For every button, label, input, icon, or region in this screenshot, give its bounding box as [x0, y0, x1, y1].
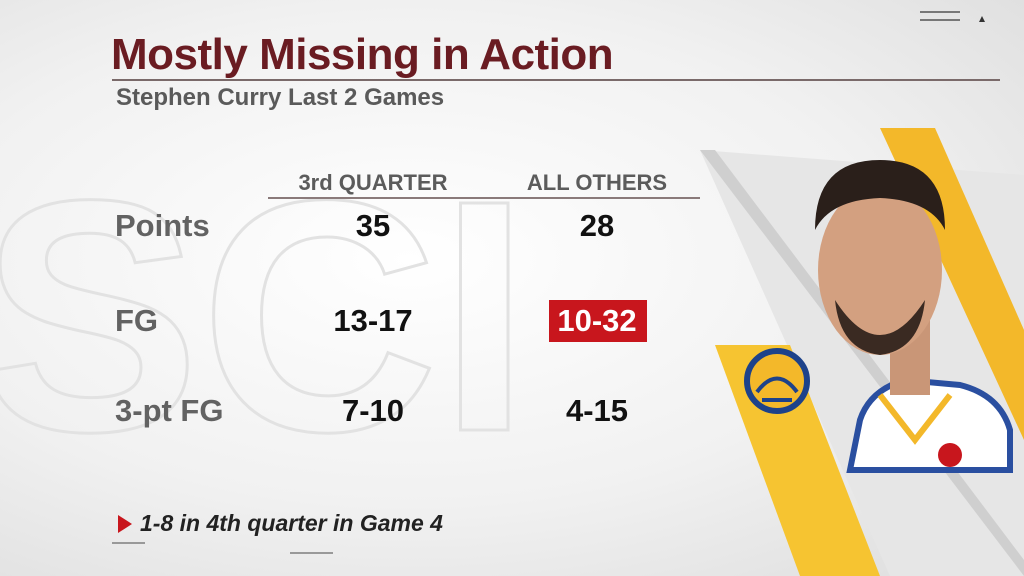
row-label: 3-pt FG: [115, 393, 224, 428]
arrow-icon: [979, 16, 985, 22]
cell: 35: [355, 208, 391, 243]
cell: 28: [579, 208, 615, 243]
cell: 13-17: [333, 303, 413, 338]
highlight-box: [549, 300, 647, 342]
cell: 7-10: [341, 393, 405, 428]
team-logo: [755, 376, 799, 402]
row-label: FG: [115, 303, 159, 338]
row-label: Points: [115, 208, 210, 243]
subtitle: Stephen Curry Last 2 Games: [116, 84, 445, 111]
column-header: 3rd QUARTER: [298, 170, 448, 195]
note: 1-8 in 4th quarter in Game 4: [140, 510, 443, 536]
title: Mostly Missing in Action: [111, 30, 614, 79]
team-logo: [744, 348, 810, 414]
cell: 10-32: [557, 303, 637, 338]
beard: [835, 300, 925, 355]
cell: 4-15: [565, 393, 629, 428]
watermark: SCI: [0, 131, 530, 500]
face: [818, 185, 942, 355]
patch: [938, 443, 962, 467]
column-header: ALL OTHERS: [526, 170, 668, 195]
collar: [877, 393, 953, 445]
hair: [815, 160, 945, 230]
note-bullet: [118, 515, 132, 533]
